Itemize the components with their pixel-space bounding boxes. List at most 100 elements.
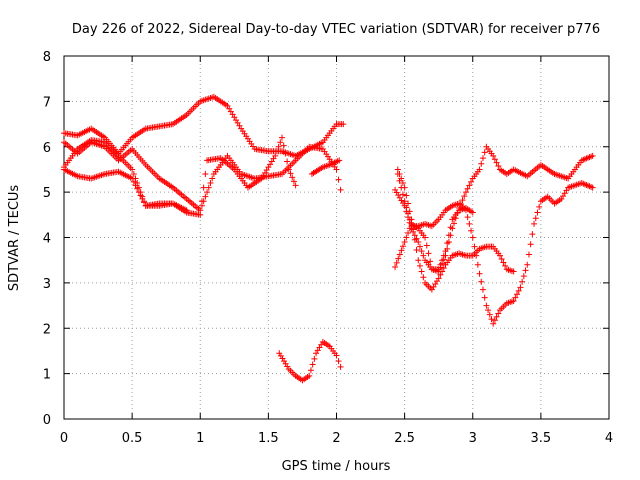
series-arc-5 xyxy=(308,157,343,177)
data-point xyxy=(589,152,596,159)
series-arc-9 xyxy=(392,143,596,275)
data-point xyxy=(403,192,410,199)
x-tick-label: 1 xyxy=(196,431,204,446)
x-tick-label: 0.5 xyxy=(122,431,143,446)
data-point xyxy=(289,174,296,181)
data-point xyxy=(425,250,432,257)
data-point xyxy=(200,184,207,191)
data-point xyxy=(490,320,497,327)
data-point xyxy=(423,242,430,249)
data-point xyxy=(439,257,446,264)
data-point xyxy=(307,367,314,374)
data-point xyxy=(445,232,452,239)
data-point xyxy=(478,160,485,167)
data-point xyxy=(202,193,209,200)
data-point xyxy=(522,267,529,274)
data-point xyxy=(130,178,137,185)
data-point xyxy=(468,178,475,185)
data-point xyxy=(393,189,400,196)
y-axis-label: SDTVAR / TECUs xyxy=(7,185,22,292)
data-point xyxy=(340,121,347,128)
data-point xyxy=(451,220,458,227)
x-tick-label: 4 xyxy=(605,431,613,446)
data-point xyxy=(468,227,475,234)
data-point xyxy=(135,189,142,196)
series-arc-7 xyxy=(394,166,517,293)
data-point xyxy=(478,278,485,285)
data-point xyxy=(495,163,502,170)
data-point xyxy=(532,215,539,222)
data-point xyxy=(410,228,417,235)
axis-ticks: 0 0.5 1 1.5 2 2.5 3 3.5 4 0 1 2 3 4 5 6 7 8 xyxy=(43,50,613,446)
data-point xyxy=(420,274,427,281)
data-point xyxy=(497,252,503,259)
data-point xyxy=(519,278,526,285)
data-point xyxy=(311,355,318,362)
y-tick-label: 5 xyxy=(43,186,51,201)
data-point xyxy=(401,239,408,246)
grid-lines xyxy=(64,56,609,419)
data-point xyxy=(207,180,214,187)
data-point xyxy=(536,203,543,210)
data-point xyxy=(464,185,471,192)
data-point xyxy=(476,270,483,277)
data-point xyxy=(437,271,444,278)
data-point xyxy=(401,202,408,209)
data-point xyxy=(483,302,490,309)
data-point xyxy=(444,240,451,247)
data-point xyxy=(485,307,492,314)
data-point xyxy=(403,208,410,215)
data-point xyxy=(285,166,292,173)
data-point xyxy=(395,192,402,199)
data-point xyxy=(399,180,406,187)
data-point xyxy=(479,286,486,293)
data-point xyxy=(490,152,497,159)
data-point xyxy=(466,182,473,189)
data-point xyxy=(510,298,517,305)
data-point xyxy=(457,201,464,208)
data-point xyxy=(527,241,534,248)
data-point xyxy=(202,170,209,177)
y-tick-label: 6 xyxy=(43,141,51,156)
data-point xyxy=(495,310,502,317)
data-point xyxy=(589,184,596,191)
data-point xyxy=(281,358,288,365)
y-tick-label: 2 xyxy=(43,322,51,337)
data-point xyxy=(469,209,476,216)
data-point xyxy=(130,170,137,177)
data-point xyxy=(284,158,291,165)
data-point xyxy=(502,262,509,269)
data-point xyxy=(442,248,449,255)
data-point xyxy=(197,211,204,218)
data-point xyxy=(413,235,420,242)
data-point xyxy=(525,251,532,258)
data-point xyxy=(275,143,282,150)
data-point xyxy=(474,261,481,268)
data-point xyxy=(277,139,284,146)
data-point xyxy=(290,178,297,185)
y-tick-label: 3 xyxy=(43,277,51,292)
data-point xyxy=(462,189,469,196)
data-point xyxy=(396,194,403,201)
data-point xyxy=(493,313,500,320)
series-arc-1 xyxy=(61,93,347,159)
x-tick-label: 3.5 xyxy=(531,431,552,446)
data-point xyxy=(481,149,488,156)
x-axis-label: GPS time / hours xyxy=(282,459,391,474)
data-point xyxy=(139,195,146,202)
data-point xyxy=(514,291,521,298)
data-point xyxy=(279,134,285,141)
x-tick-label: 2 xyxy=(332,431,340,446)
data-point xyxy=(335,358,342,365)
data-point xyxy=(198,198,205,205)
data-point xyxy=(437,261,444,268)
data-point xyxy=(515,287,522,294)
data-point xyxy=(282,150,289,157)
data-point xyxy=(415,239,422,246)
data-point xyxy=(392,263,399,270)
data-point xyxy=(479,155,486,162)
data-point xyxy=(394,170,401,177)
series-arc-4 xyxy=(61,166,190,214)
data-point xyxy=(204,189,211,196)
